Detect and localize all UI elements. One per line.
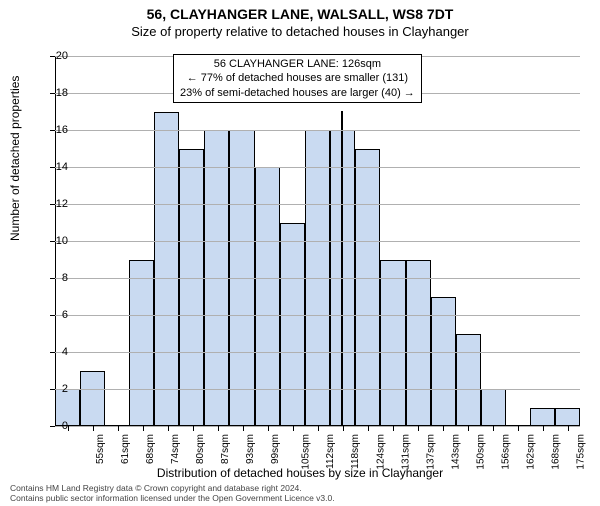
y-tick-label: 16 [38, 124, 68, 136]
histogram-bar [380, 260, 405, 427]
grid-line [55, 130, 580, 131]
y-tick-label: 20 [38, 50, 68, 62]
footer-line2: Contains public sector information licen… [10, 493, 335, 503]
histogram-bar [255, 167, 280, 426]
y-tick-label: 4 [38, 346, 68, 358]
x-tick [443, 426, 444, 431]
histogram-bar [154, 112, 179, 427]
x-tick-label: 124sqm [375, 434, 386, 470]
x-tick-label: 143sqm [450, 434, 461, 470]
grid-line [55, 315, 580, 316]
x-tick-label: 74sqm [170, 434, 181, 464]
y-tick-label: 18 [38, 87, 68, 99]
y-tick-label: 14 [38, 161, 68, 173]
x-tick [143, 426, 144, 431]
x-tick-label: 93sqm [245, 434, 256, 464]
x-tick-label: 61sqm [120, 434, 131, 464]
histogram-bar [280, 223, 305, 427]
x-tick [543, 426, 544, 431]
footer-line1: Contains HM Land Registry data © Crown c… [10, 483, 335, 493]
x-tick-label: 137sqm [425, 434, 436, 470]
annotation-box: 56 CLAYHANGER LANE: 126sqm ← 77% of deta… [173, 54, 422, 103]
plot-area: 55sqm61sqm68sqm74sqm80sqm87sqm93sqm99sqm… [55, 56, 580, 426]
grid-line [55, 204, 580, 205]
y-tick-label: 8 [38, 272, 68, 284]
x-tick [243, 426, 244, 431]
x-tick [518, 426, 519, 431]
grid-line [55, 167, 580, 168]
y-tick-label: 0 [38, 420, 68, 432]
x-tick [268, 426, 269, 431]
chart-container: 56, CLAYHANGER LANE, WALSALL, WS8 7DT Si… [0, 6, 600, 506]
reference-marker [341, 111, 343, 426]
y-axis-label: Number of detached properties [8, 76, 22, 241]
x-tick-label: 87sqm [220, 434, 231, 464]
x-tick-label: 80sqm [195, 434, 206, 464]
x-tick-label: 131sqm [400, 434, 411, 470]
x-tick [493, 426, 494, 431]
histogram-bar [80, 371, 105, 427]
x-tick-label: 99sqm [270, 434, 281, 464]
chart-title: 56, CLAYHANGER LANE, WALSALL, WS8 7DT [0, 6, 600, 22]
annotation-line3: 23% of semi-detached houses are larger (… [180, 86, 415, 100]
annotation-line2: ← 77% of detached houses are smaller (13… [180, 71, 415, 85]
histogram-bar [456, 334, 481, 427]
x-tick [93, 426, 94, 431]
x-tick-label: 175sqm [575, 434, 586, 470]
x-tick-label: 162sqm [525, 434, 536, 470]
histogram-bar [129, 260, 154, 427]
x-tick-label: 156sqm [500, 434, 511, 470]
y-tick-label: 12 [38, 198, 68, 210]
grid-line [55, 389, 580, 390]
x-tick [293, 426, 294, 431]
grid-line [55, 352, 580, 353]
grid-line [55, 241, 580, 242]
histogram-bar [355, 149, 380, 427]
x-tick [468, 426, 469, 431]
x-tick-label: 118sqm [349, 434, 360, 469]
x-tick [343, 426, 344, 431]
grid-line [55, 278, 580, 279]
y-tick-label: 6 [38, 309, 68, 321]
x-tick-label: 105sqm [300, 434, 311, 470]
histogram-bar [555, 408, 580, 427]
x-tick [118, 426, 119, 431]
x-tick [393, 426, 394, 431]
x-axis-label: Distribution of detached houses by size … [0, 466, 600, 480]
x-tick-label: 112sqm [324, 434, 335, 469]
x-tick [318, 426, 319, 431]
x-tick-label: 68sqm [145, 434, 156, 464]
histogram-bar [530, 408, 555, 427]
x-tick [168, 426, 169, 431]
x-tick-label: 168sqm [550, 434, 561, 470]
x-tick [418, 426, 419, 431]
chart-subtitle: Size of property relative to detached ho… [0, 24, 600, 39]
x-tick [218, 426, 219, 431]
annotation-line1: 56 CLAYHANGER LANE: 126sqm [180, 57, 415, 71]
histogram-bar [406, 260, 431, 427]
y-tick-label: 10 [38, 235, 68, 247]
histogram-bar [179, 149, 204, 427]
y-tick-label: 2 [38, 383, 68, 395]
x-tick-label: 55sqm [95, 434, 106, 464]
x-tick-label: 150sqm [475, 434, 486, 470]
x-tick [368, 426, 369, 431]
x-tick [193, 426, 194, 431]
x-tick [568, 426, 569, 431]
histogram-bar [481, 389, 506, 426]
